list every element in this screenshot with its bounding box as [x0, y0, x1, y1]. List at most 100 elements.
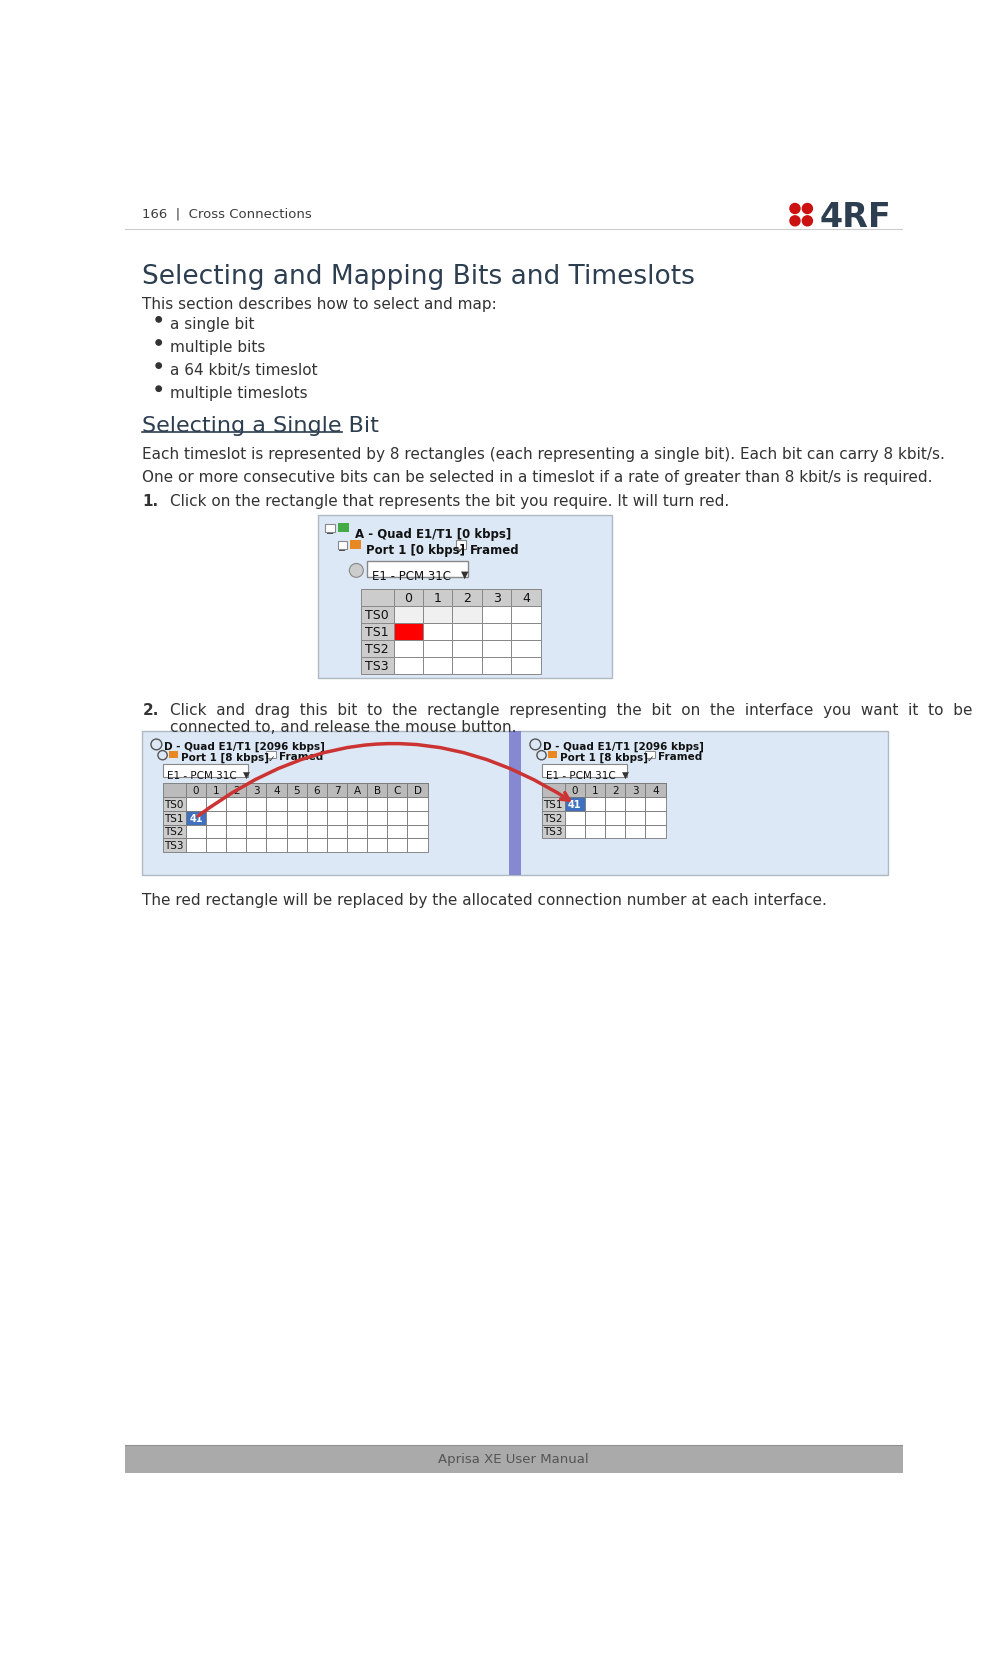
Text: TS1: TS1: [543, 799, 562, 809]
Text: 4: 4: [522, 591, 529, 604]
Bar: [452, 657, 481, 674]
Bar: [267, 783, 287, 798]
Bar: [624, 783, 644, 798]
Bar: [584, 824, 604, 839]
Bar: [511, 657, 540, 674]
Text: TS2: TS2: [164, 828, 183, 837]
Text: E1 - PCM 31C: E1 - PCM 31C: [546, 770, 615, 781]
Bar: [511, 589, 540, 606]
Ellipse shape: [156, 364, 161, 369]
Bar: [142, 732, 887, 875]
Text: One or more consecutive bits can be selected in a timeslot if a rate of greater : One or more consecutive bits can be sele…: [142, 470, 932, 485]
Bar: [185, 839, 205, 852]
Text: Framed: Framed: [469, 544, 519, 558]
Bar: [393, 624, 423, 640]
Bar: [287, 839, 307, 852]
Bar: [185, 798, 205, 811]
Ellipse shape: [156, 318, 161, 323]
Text: ▼: ▼: [242, 770, 249, 780]
Bar: [481, 640, 511, 657]
Bar: [361, 606, 393, 624]
Bar: [347, 783, 367, 798]
Bar: [361, 589, 540, 606]
Bar: [393, 589, 423, 606]
Text: multiple timeslots: multiple timeslots: [170, 386, 308, 401]
Text: 1: 1: [591, 786, 598, 796]
Bar: [367, 811, 387, 824]
Bar: [347, 839, 367, 852]
Text: 4RF: 4RF: [819, 200, 891, 233]
Bar: [162, 811, 185, 824]
Text: a 64 kbit/s timeslot: a 64 kbit/s timeslot: [170, 362, 318, 377]
Bar: [185, 824, 205, 839]
Bar: [541, 811, 564, 824]
Bar: [624, 824, 644, 839]
Bar: [205, 798, 225, 811]
Bar: [361, 657, 393, 674]
Bar: [350, 540, 361, 549]
Bar: [327, 798, 347, 811]
Bar: [168, 751, 178, 760]
Bar: [287, 824, 307, 839]
Text: 41: 41: [567, 799, 581, 809]
Bar: [327, 783, 347, 798]
Bar: [541, 765, 626, 778]
Bar: [481, 657, 511, 674]
Text: ✓: ✓: [645, 755, 653, 763]
Text: 4: 4: [651, 786, 658, 796]
Bar: [162, 783, 427, 798]
Text: C: C: [394, 786, 401, 796]
Bar: [644, 751, 654, 760]
Bar: [423, 624, 452, 640]
Text: 1.: 1.: [142, 495, 158, 510]
Text: −: −: [326, 528, 334, 540]
Bar: [307, 798, 327, 811]
Bar: [125, 1445, 902, 1473]
Bar: [205, 824, 225, 839]
Bar: [338, 541, 347, 549]
Bar: [584, 783, 604, 798]
Bar: [387, 783, 407, 798]
Bar: [423, 640, 452, 657]
Bar: [481, 589, 511, 606]
Bar: [205, 783, 225, 798]
Bar: [307, 824, 327, 839]
Bar: [407, 811, 427, 824]
Bar: [564, 798, 584, 811]
Text: TS2: TS2: [543, 813, 562, 823]
Text: Selecting and Mapping Bits and Timeslots: Selecting and Mapping Bits and Timeslots: [142, 265, 694, 290]
Bar: [347, 798, 367, 811]
Text: ✓: ✓: [457, 544, 465, 554]
Bar: [162, 824, 185, 839]
Text: TS0: TS0: [365, 609, 389, 621]
Text: 2.: 2.: [142, 703, 158, 718]
Bar: [367, 839, 387, 852]
Bar: [205, 839, 225, 852]
Bar: [246, 811, 267, 824]
Bar: [564, 824, 584, 839]
Bar: [452, 624, 481, 640]
Bar: [246, 824, 267, 839]
Bar: [361, 624, 393, 640]
Bar: [452, 589, 481, 606]
Text: 0: 0: [571, 786, 577, 796]
Bar: [307, 839, 327, 852]
Text: Click  and  drag  this  bit  to  the  rectangle  representing  the  bit  on  the: Click and drag this bit to the rectangle…: [170, 703, 972, 718]
Bar: [604, 824, 624, 839]
Text: 3: 3: [253, 786, 260, 796]
Text: E1 - PCM 31C: E1 - PCM 31C: [372, 569, 450, 583]
Bar: [327, 824, 347, 839]
Bar: [367, 798, 387, 811]
Bar: [624, 811, 644, 824]
Text: 166  |  Cross Connections: 166 | Cross Connections: [142, 207, 312, 220]
Bar: [367, 824, 387, 839]
Bar: [225, 783, 246, 798]
Text: The red rectangle will be replaced by the allocated connection number at each in: The red rectangle will be replaced by th…: [142, 892, 827, 907]
Text: Port 1 [8 kbps]: Port 1 [8 kbps]: [559, 751, 647, 763]
Text: 3: 3: [631, 786, 638, 796]
Ellipse shape: [790, 217, 800, 227]
Text: Framed: Framed: [657, 751, 701, 761]
Bar: [387, 839, 407, 852]
Ellipse shape: [156, 387, 161, 392]
Text: TS0: TS0: [164, 799, 183, 809]
